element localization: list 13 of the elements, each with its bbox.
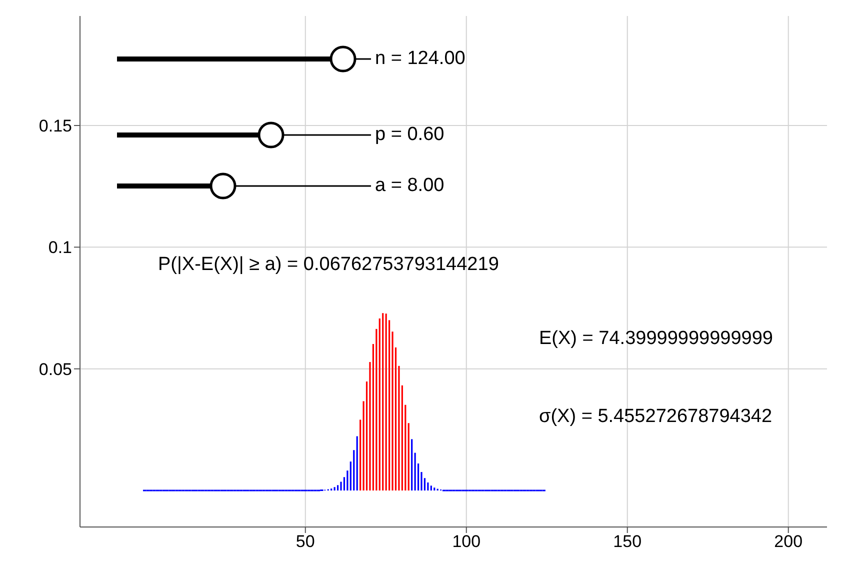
- annotation: P(|X-E(X)| ≥ a) = 0.06762753793144219: [158, 254, 499, 276]
- annotation: p = 0.60: [375, 124, 444, 146]
- y-tick-label: 0.1: [48, 238, 72, 258]
- annotation: n = 124.00: [375, 48, 466, 70]
- x-tick-label: 50: [296, 532, 315, 552]
- y-tick-label: 0.15: [38, 116, 72, 136]
- annotation: σ(X) = 5.455272678794342: [539, 406, 772, 428]
- x-tick-label: 200: [774, 532, 803, 552]
- annotation: a = 8.00: [375, 175, 444, 197]
- y-tick-label: 0.05: [38, 360, 72, 379]
- x-tick-label: 100: [452, 532, 481, 552]
- annotation: E(X) = 74.39999999999999: [539, 328, 774, 350]
- x-tick-label: 150: [613, 532, 642, 552]
